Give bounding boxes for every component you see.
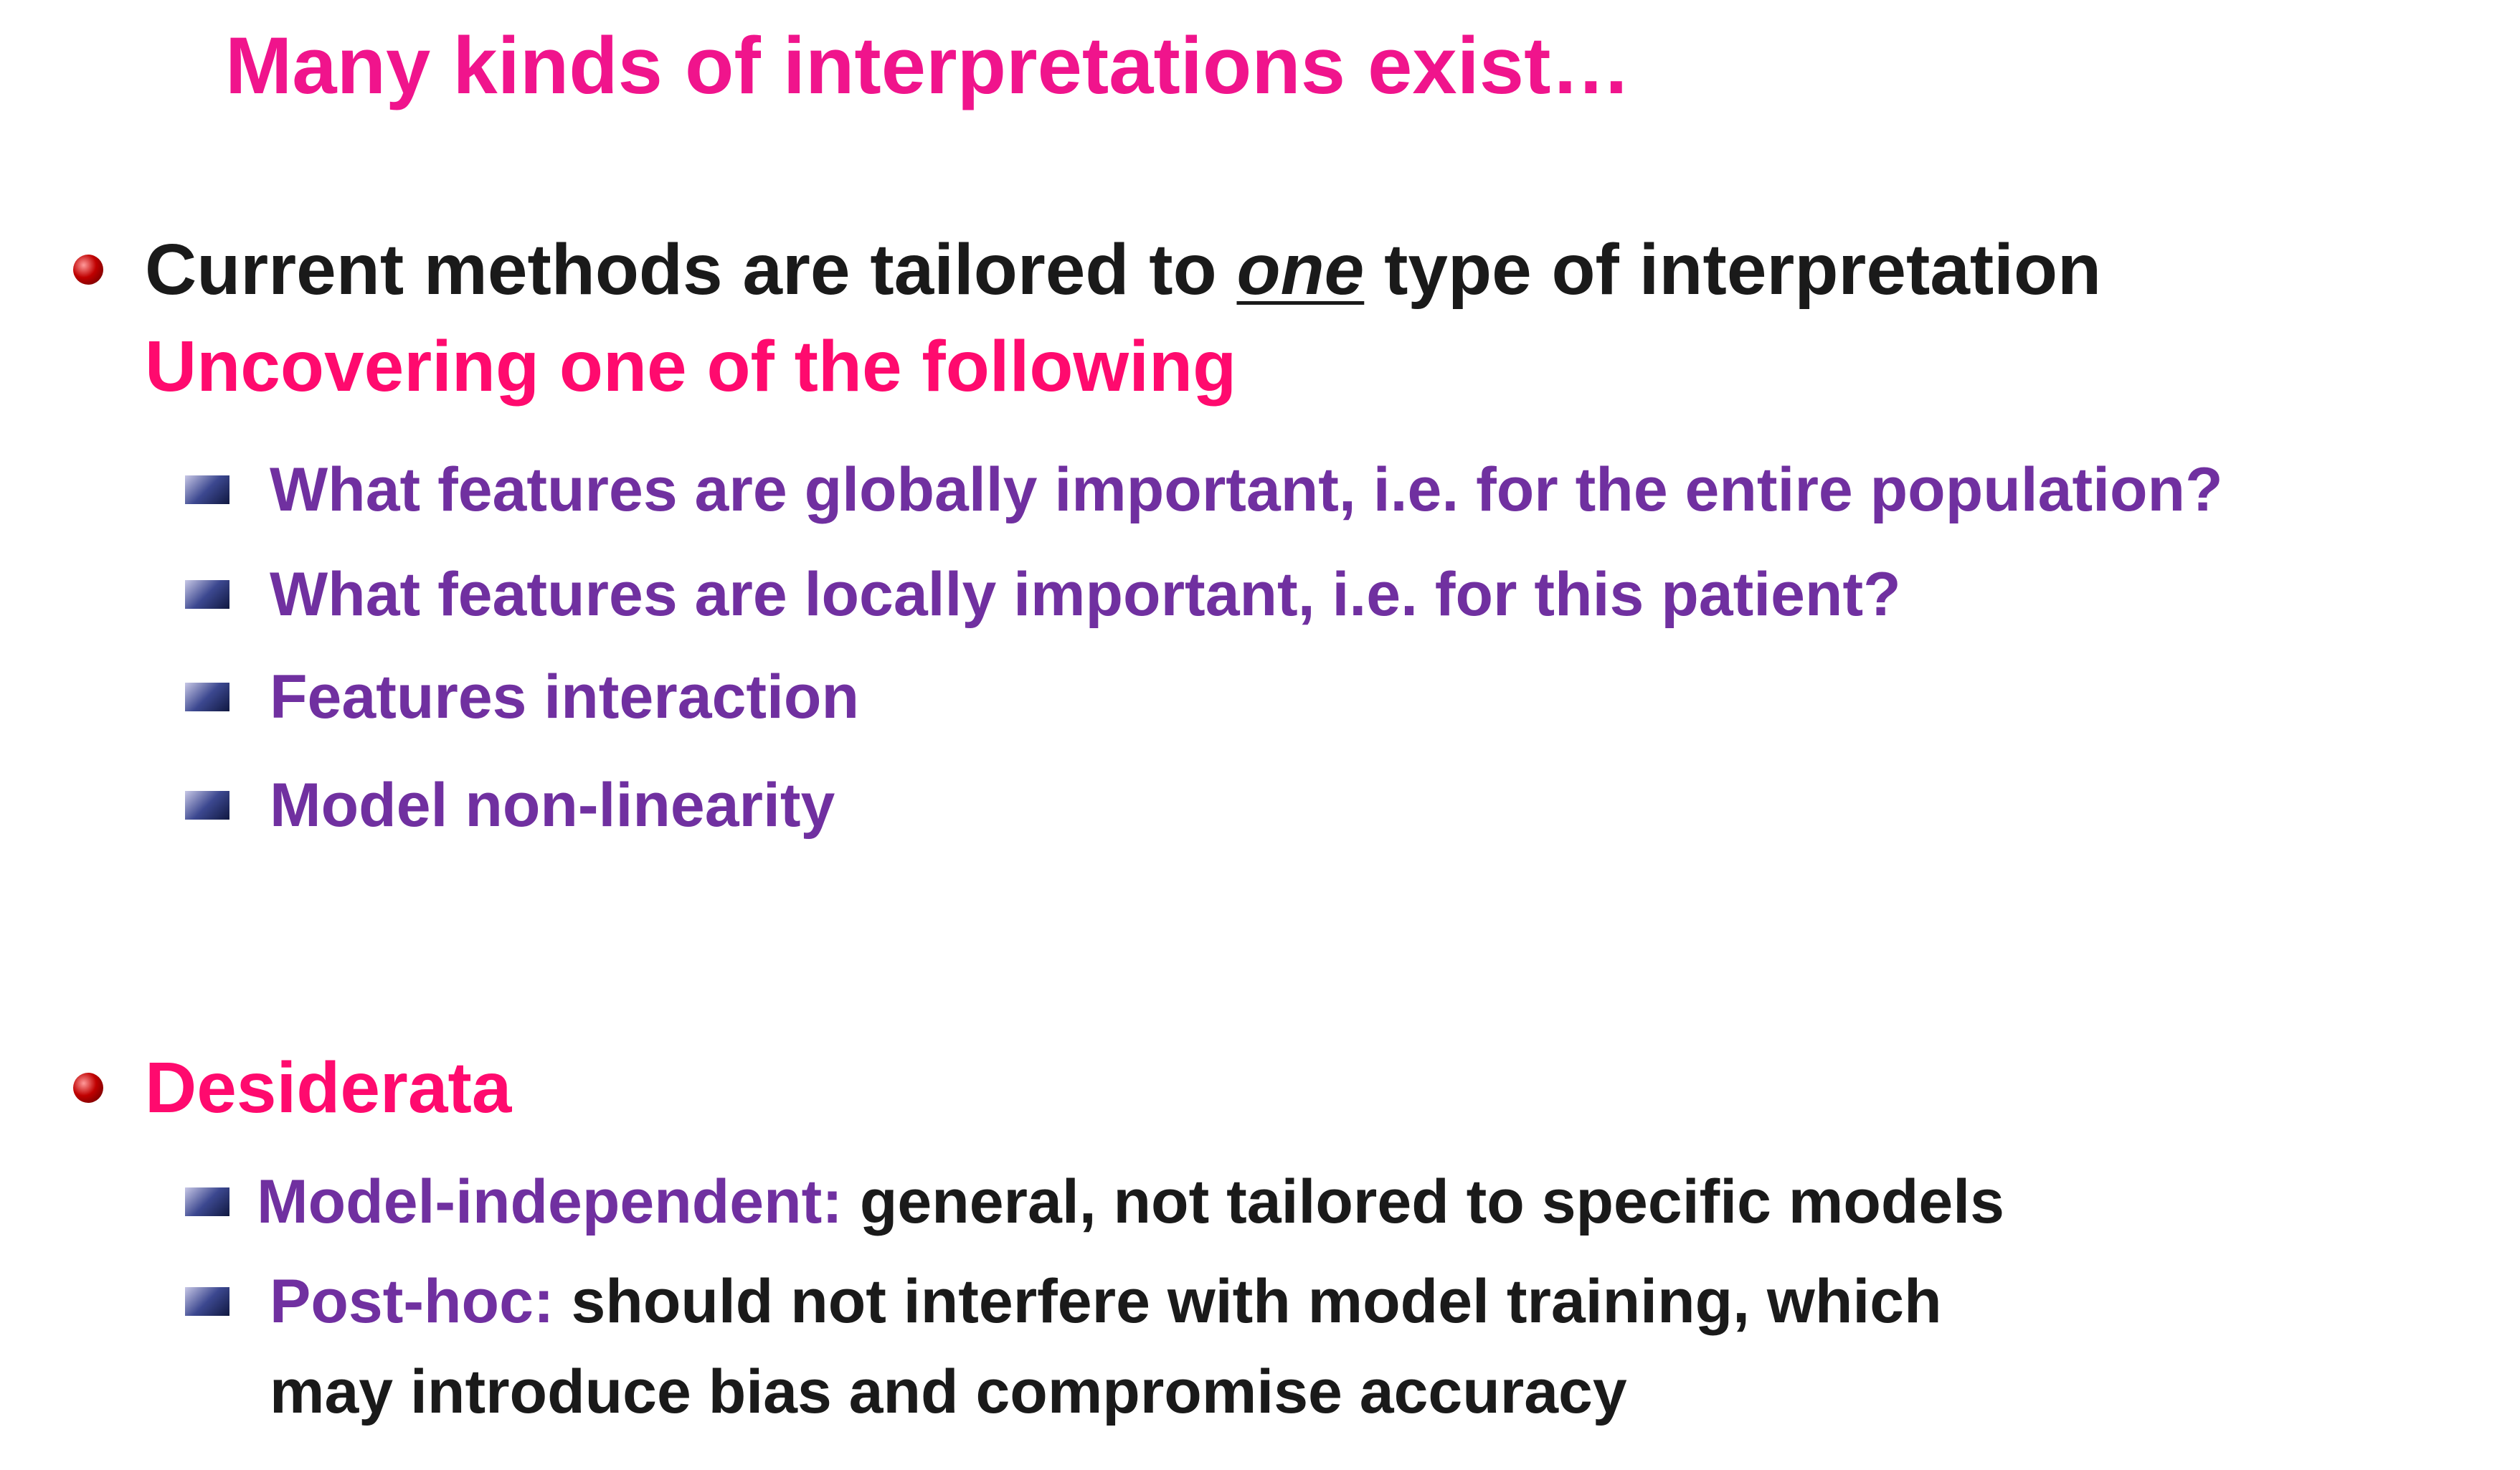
square-bullet [185, 1187, 229, 1216]
text: type of interpretation [1384, 229, 2102, 310]
text: Current methods are tailored to [145, 229, 1217, 310]
item: Features interaction [270, 663, 859, 731]
term: Model-independent: [257, 1167, 843, 1236]
text: general, not tailored to specific models [859, 1167, 2004, 1236]
square-bullet [185, 683, 229, 711]
item-continuation: may introduce bias and compromise accura… [270, 1357, 1627, 1426]
term: Post-hoc: [270, 1267, 554, 1336]
bullet-text: Current methods are tailored to one type… [145, 234, 2101, 305]
emphasis: one [1236, 229, 1365, 310]
bullet-dot [73, 1073, 103, 1103]
square-bullet [185, 580, 229, 609]
item: Model non-linearity [270, 771, 835, 840]
item: What features are locally important, i.e… [270, 560, 1901, 629]
square-bullet [185, 791, 229, 820]
item: Model-independent: general, not tailored… [257, 1171, 2004, 1233]
bullet-text: Uncovering one of the following [145, 326, 1237, 407]
square-bullet [185, 475, 229, 504]
bullet-dot [73, 255, 103, 285]
item: Post-hoc: should not interfere with mode… [270, 1271, 1942, 1332]
text: should not interfere with model training… [571, 1267, 1942, 1336]
bullet-text: Desiderata [145, 1048, 512, 1128]
item: What features are globally important, i.… [270, 455, 2223, 524]
square-bullet [185, 1287, 229, 1316]
title: Many kinds of interpretations exist… [225, 21, 1631, 110]
